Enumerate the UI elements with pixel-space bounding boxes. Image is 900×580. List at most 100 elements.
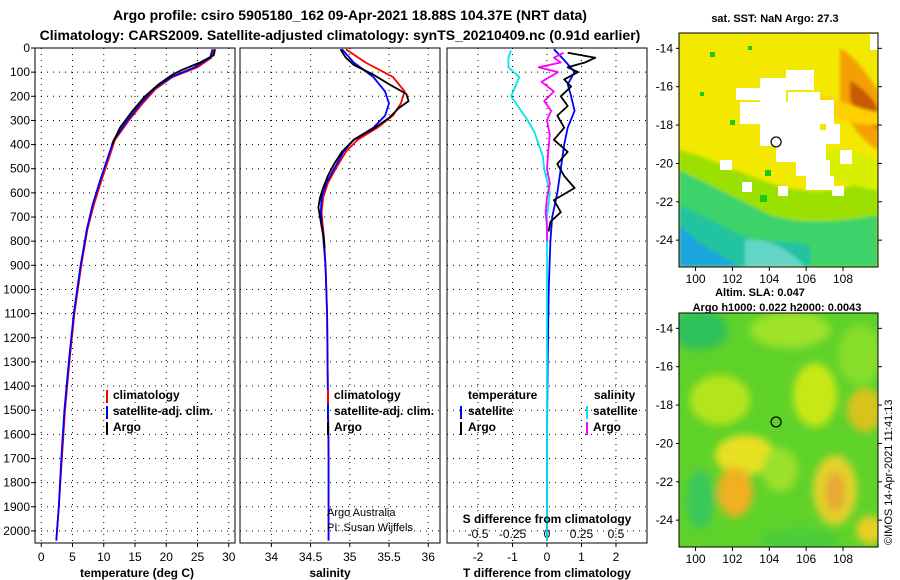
legend-satellite-adj: satellite-adj. clim. xyxy=(334,404,434,418)
map-x-tick-label: 104 xyxy=(759,552,779,566)
x-tick-label: -2 xyxy=(473,550,484,564)
sla-argo-marker xyxy=(770,416,782,428)
y-tick-label: 400 xyxy=(10,138,30,152)
legend-t-argo: Argo xyxy=(468,420,496,434)
map-y-tick-label: -18 xyxy=(656,398,674,412)
map-x-tick-label: 102 xyxy=(722,552,742,566)
map-x-tick-label: 104 xyxy=(759,272,779,286)
legend-climatology: climatology xyxy=(334,388,401,402)
y-tick-label: 500 xyxy=(10,162,30,176)
map-x-tick-label: 100 xyxy=(686,552,706,566)
y-tick-label: 1000 xyxy=(3,282,30,296)
legend-climatology: climatology xyxy=(113,388,180,402)
map-y-tick-label: -16 xyxy=(656,80,674,94)
y-tick-label: 700 xyxy=(10,210,30,224)
y-tick-label: 100 xyxy=(10,65,30,79)
map-x-tick-label: 108 xyxy=(833,552,853,566)
sst-map-title: sat. SST: NaN Argo: 27.3 xyxy=(711,13,838,25)
y-tick-label: 1700 xyxy=(3,451,30,465)
map-y-tick-label: -18 xyxy=(656,118,674,132)
series-temperature-argo xyxy=(547,51,597,232)
series-salinity-argo xyxy=(537,51,565,242)
plot-frame xyxy=(239,47,441,544)
x-label-temperature: temperature (deg C) xyxy=(80,566,194,580)
y-tick-label: 900 xyxy=(10,258,30,272)
y-tick-label: 0 xyxy=(23,41,30,55)
credit-argo-australia: Argo Australia xyxy=(327,507,396,519)
y-tick-label: 800 xyxy=(10,234,30,248)
x-tick-label: 0 xyxy=(544,550,551,564)
y-tick-label: 1100 xyxy=(4,307,30,321)
imos-timestamp: ©IMOS 14-Apr-2021 11:41:13 xyxy=(883,400,895,545)
series-salinity-satellite xyxy=(507,50,551,541)
map-x-tick-label: 102 xyxy=(722,272,742,286)
y-tick-label: 2000 xyxy=(3,524,30,538)
x-tick-label: 5 xyxy=(69,550,76,564)
y-tick-label: 200 xyxy=(10,89,30,103)
map-y-tick-label: -14 xyxy=(656,41,674,55)
top-tick-label: 0.5 xyxy=(608,527,625,541)
map-x-tick-label: 106 xyxy=(796,552,816,566)
x-tick-label: 1 xyxy=(578,550,585,564)
legend-argo: Argo xyxy=(334,420,362,434)
y-tick-label: 300 xyxy=(10,113,30,127)
legend-s-argo: Argo xyxy=(593,420,621,434)
x-tick-label: 20 xyxy=(160,550,174,564)
y-tick-label: 1300 xyxy=(3,355,30,369)
x-tick-label: 15 xyxy=(128,550,142,564)
difference-panel: -2 -1 0 1 2-0.5 -0.25 0 0.25 0.5 xyxy=(446,47,648,564)
y-tick-label: 1900 xyxy=(3,500,30,514)
map-y-tick-label: -24 xyxy=(656,513,674,527)
x-tick-label: -1 xyxy=(507,550,518,564)
y-tick-label: 1800 xyxy=(3,476,30,490)
series-satellite-adj-clim- xyxy=(55,48,214,541)
x-tick-label: 34.5 xyxy=(299,550,323,564)
map-y-tick-label: -22 xyxy=(656,195,674,209)
sst-map xyxy=(679,33,878,267)
x-label-salinity: salinity xyxy=(309,566,351,580)
map-y-tick-label: -16 xyxy=(656,360,674,374)
x-tick-label: 2 xyxy=(613,550,620,564)
y-tick-label: 600 xyxy=(10,186,30,200)
x-tick-label: 34 xyxy=(265,550,279,564)
y-tick-label: 1500 xyxy=(3,403,30,417)
series-climatology xyxy=(320,48,406,541)
y-tick-label: 1200 xyxy=(3,331,30,345)
sla-map xyxy=(679,313,878,547)
legend-title-salinity: salinity xyxy=(594,388,636,402)
x-tick-label: 10 xyxy=(97,550,111,564)
top-tick-label: 0.25 xyxy=(570,527,594,541)
salinity-legend: climatology satellite-adj. clim. Argo Ar… xyxy=(327,388,434,534)
s-difference-label: S difference from climatology xyxy=(463,512,632,526)
map-x-tick-label: 108 xyxy=(833,272,853,286)
map-y-tick-label: -20 xyxy=(656,156,674,170)
series-argo xyxy=(111,49,216,145)
series-argo xyxy=(317,48,410,249)
map-y-tick-label: -20 xyxy=(656,436,674,450)
y-tick-label: 1600 xyxy=(3,427,30,441)
sla-map-title-line1: Altim. SLA: 0.047 xyxy=(715,287,805,299)
legend-satellite-adj: satellite-adj. clim. xyxy=(113,404,213,418)
x-tick-label: 36 xyxy=(422,550,436,564)
legend-t-satellite: satellite xyxy=(468,404,513,418)
map-y-tick-label: -22 xyxy=(656,475,674,489)
top-tick-label: -0.5 xyxy=(468,527,489,541)
salinity-panel: 34 34.5 35 35.5 36 xyxy=(239,47,441,564)
map-x-tick-label: 106 xyxy=(796,272,816,286)
legend-argo: Argo xyxy=(113,420,141,434)
x-tick-label: 30 xyxy=(222,550,236,564)
difference-legend: temperature salinity satellite Argo sate… xyxy=(460,388,638,526)
x-tick-label: 25 xyxy=(191,550,205,564)
sla-map-title-line2: Argo h1000: 0.022 h2000: 0.0043 xyxy=(693,302,862,314)
title-line2: Climatology: CARS2009. Satellite-adjuste… xyxy=(40,27,641,43)
map-y-tick-label: -14 xyxy=(656,321,674,335)
title-line1: Argo profile: csiro 5905180_162 09-Apr-2… xyxy=(113,7,587,23)
map-y-tick-label: -24 xyxy=(656,233,674,247)
x-tick-label: 35.5 xyxy=(377,550,401,564)
top-tick-label: -0.25 xyxy=(499,527,527,541)
x-label-difference: T difference from climatology xyxy=(463,566,631,580)
y-tick-label: 1400 xyxy=(3,379,30,393)
temperature-legend: climatology satellite-adj. clim. Argo xyxy=(106,388,213,435)
x-tick-label: 35 xyxy=(343,550,357,564)
